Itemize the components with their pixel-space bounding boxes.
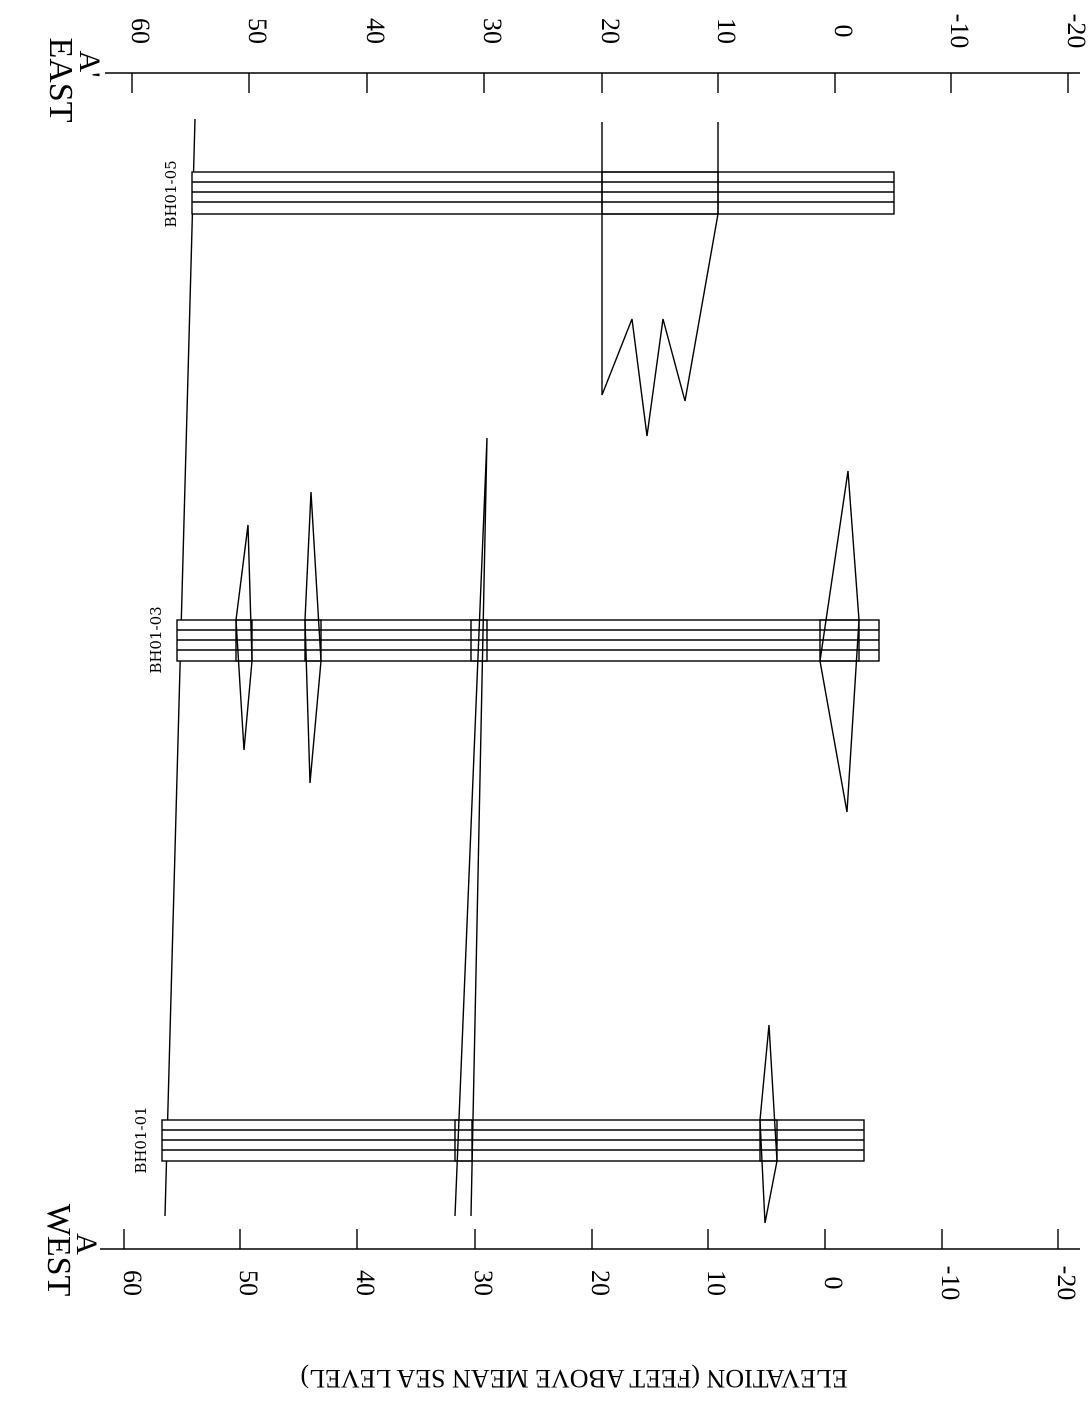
sand-layer-fill [819, 619, 860, 662]
tick-label: 30 [469, 1270, 498, 1296]
tick-label: 10 [712, 18, 741, 44]
tick-label: -10 [945, 14, 974, 49]
tick-label: 50 [243, 18, 272, 44]
tick-label: 20 [596, 18, 625, 44]
tick-label: 0 [829, 25, 858, 38]
borehole-column [191, 171, 895, 215]
borehole-bh01-05: BH01-05 [162, 160, 895, 228]
sand-lens [819, 470, 860, 813]
sand-layer-fill [759, 1119, 778, 1162]
elevation-axis-west: 60 50 40 30 20 10 0 -10 -20 [100, 1229, 1081, 1300]
tick-label: -10 [936, 1266, 965, 1301]
borehole-label: BH01-01 [132, 1106, 150, 1173]
elevation-axis-east: 60 50 40 30 20 10 0 -10 -20 [105, 14, 1089, 93]
east-section-label: A' [73, 50, 106, 77]
y-axis-title: ELEVATION (FEET ABOVE MEAN SEA LEVEL) [300, 1364, 847, 1393]
tick-label: -20 [1052, 1266, 1081, 1301]
west-label: WEST [40, 1204, 77, 1297]
borehole-bh01-01: BH01-01 [132, 1106, 865, 1174]
tick-label: 30 [478, 18, 507, 44]
tick-label: 40 [361, 18, 390, 44]
sand-lens [304, 491, 322, 784]
borehole-bh01-03: BH01-03 [147, 606, 880, 674]
borehole-label: BH01-03 [147, 606, 165, 673]
sand-lens [759, 1024, 778, 1224]
tick-label: -20 [1062, 14, 1089, 49]
ground-surface-line [164, 118, 196, 1217]
tick-label: 0 [819, 1277, 848, 1290]
west-section-label: A [70, 1233, 103, 1255]
sand-layer-correlation [454, 437, 488, 1217]
east-label: EAST [42, 38, 79, 123]
tick-label: 10 [702, 1270, 731, 1296]
tick-label: 40 [351, 1270, 380, 1296]
tick-label: 20 [586, 1270, 615, 1296]
sand-lens [235, 524, 253, 751]
tick-label: 60 [126, 18, 155, 44]
tick-label: 50 [234, 1270, 263, 1296]
borehole-label: BH01-05 [162, 160, 180, 227]
sand-layer-correlation [601, 122, 719, 437]
tick-label: 60 [118, 1270, 147, 1296]
